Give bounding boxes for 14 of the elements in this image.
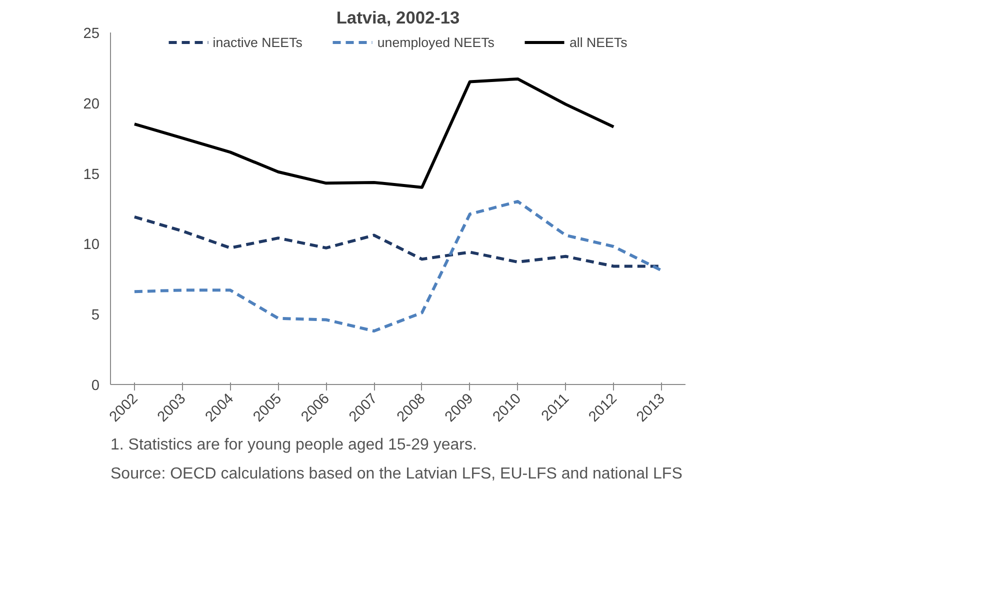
y-tick-label: 20	[83, 96, 100, 112]
text: 1. Statistics are for young people aged 15-29 years.	[110, 436, 477, 454]
y-tick-label: 15	[83, 166, 100, 183]
y-tick-label: 5	[91, 308, 100, 324]
legend-label: all NEETs	[569, 34, 628, 50]
chart-title: Latvia, 2002-13	[336, 8, 460, 28]
line-series	[132, 200, 664, 332]
source-note: Source: OECD calculations based on the Latvian LFS, EU-LFS and national LFS	[110, 466, 682, 482]
legend-label: unemployed NEETs	[377, 34, 494, 50]
y-tick-label: 10	[83, 237, 100, 254]
y-tick-label: 25	[83, 26, 100, 42]
y-tick-label: 0	[91, 378, 100, 394]
line-series	[132, 77, 616, 189]
legend-label: inactive NEETs	[212, 34, 302, 50]
